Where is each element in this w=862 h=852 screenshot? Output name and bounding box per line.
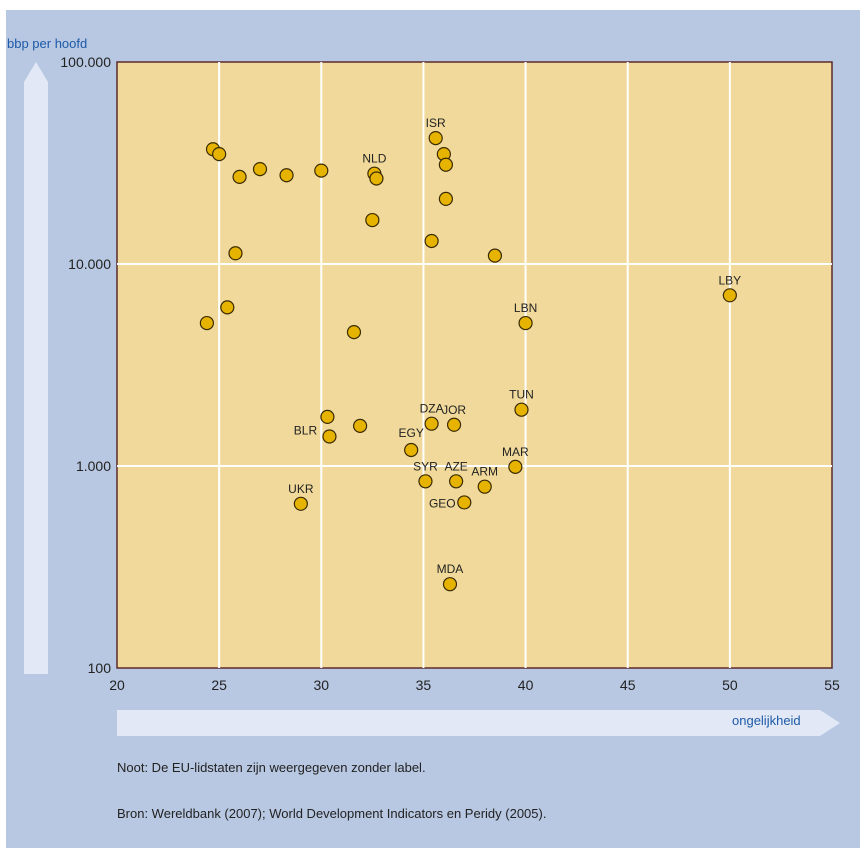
x-axis-arrow [117, 710, 840, 736]
source-text: Bron: Wereldbank (2007); World Developme… [117, 806, 547, 821]
data-points [199, 131, 737, 592]
y-tick-label: 1.000 [76, 458, 111, 474]
data-point-label: LBY [719, 273, 742, 287]
data-point [518, 315, 533, 331]
data-point [722, 288, 737, 303]
data-point [252, 161, 268, 177]
data-point [438, 157, 453, 172]
y-axis-label: bbp per hoofd [7, 36, 88, 51]
y-axis-arrow [24, 62, 48, 674]
data-point [442, 577, 458, 592]
data-point [438, 191, 453, 207]
plot-area [116, 61, 833, 669]
data-point-label: EGY [398, 426, 423, 440]
data-point-label: SYR [413, 459, 438, 473]
y-tick-label: 10.000 [68, 256, 111, 272]
data-point [212, 146, 227, 162]
data-point-label: AZE [444, 459, 467, 473]
data-point-label: LBN [514, 301, 537, 315]
data-point [228, 246, 243, 261]
data-point [404, 442, 419, 458]
gridlines [117, 62, 832, 668]
data-point [314, 163, 329, 178]
data-point [279, 168, 294, 183]
data-point-label: NLD [362, 152, 386, 166]
y-tick-label: 100 [88, 660, 112, 676]
x-tick-label: 50 [722, 677, 738, 693]
data-point [449, 474, 464, 489]
data-point [424, 233, 439, 249]
x-tick-labels: 20 25 30 35 40 45 50 55 [109, 677, 840, 693]
note-text: Noot: De EU-lidstaten zijn weergegeven z… [117, 760, 426, 775]
data-point-label: GEO [429, 496, 456, 510]
x-tick-label: 20 [109, 677, 125, 693]
data-point-label: DZA [420, 402, 444, 416]
data-point [477, 479, 492, 494]
x-tick-label: 45 [620, 677, 636, 693]
data-point [457, 495, 472, 510]
data-point [232, 169, 247, 184]
data-point-label: TUN [509, 388, 534, 402]
data-point-label: MAR [502, 445, 529, 459]
data-point [346, 325, 362, 340]
x-tick-label: 30 [313, 677, 329, 693]
data-point [514, 402, 529, 417]
x-tick-label: 40 [518, 677, 534, 693]
data-point [199, 315, 214, 331]
data-point [293, 496, 308, 511]
data-point-label: UKR [288, 482, 314, 496]
x-tick-label: 55 [824, 677, 840, 693]
data-point [446, 417, 462, 432]
data-point [365, 212, 380, 228]
data-point-label: MDA [437, 562, 464, 576]
data-point-label: JOR [442, 403, 466, 417]
data-point [428, 131, 443, 146]
data-point-label: ARM [471, 465, 498, 479]
y-tick-labels: 100 1.000 10.000 100.000 [60, 54, 111, 676]
data-point [220, 300, 235, 315]
data-point [320, 409, 335, 425]
data-point [508, 459, 523, 474]
y-tick-label: 100.000 [60, 54, 111, 70]
data-point [487, 248, 503, 263]
x-axis-label: ongelijkheid [732, 713, 801, 728]
x-tick-label: 35 [416, 677, 432, 693]
data-point [353, 418, 368, 433]
data-point [424, 416, 439, 431]
data-point [418, 474, 433, 489]
data-point-label: ISR [426, 116, 446, 130]
data-point [369, 171, 384, 186]
x-tick-label: 25 [211, 677, 227, 693]
data-point-label: BLR [294, 423, 318, 437]
data-point [322, 429, 337, 444]
